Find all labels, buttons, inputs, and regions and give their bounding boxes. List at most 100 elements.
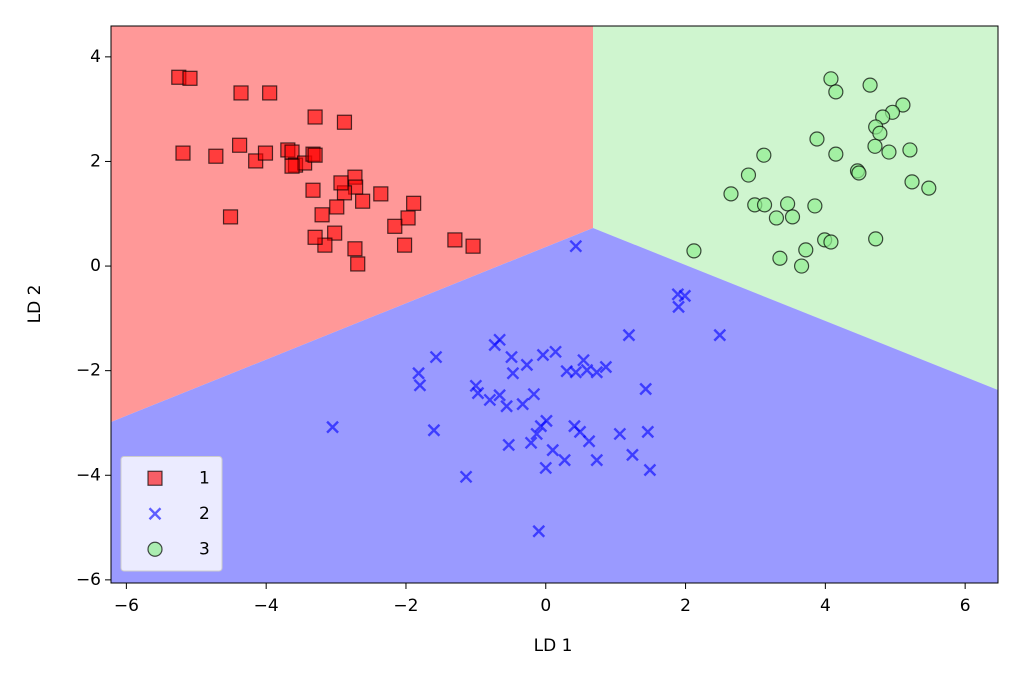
point bbox=[573, 425, 587, 439]
point bbox=[723, 186, 739, 202]
point bbox=[427, 423, 441, 437]
point bbox=[307, 109, 323, 125]
point bbox=[626, 448, 639, 462]
point bbox=[284, 144, 300, 160]
point bbox=[447, 232, 463, 248]
y-tick-label: 0 bbox=[90, 256, 101, 276]
point bbox=[872, 125, 888, 141]
y-tick-label: −4 bbox=[76, 465, 101, 485]
point bbox=[798, 242, 814, 258]
point bbox=[465, 238, 481, 254]
point bbox=[902, 142, 918, 158]
point bbox=[284, 158, 300, 174]
point bbox=[613, 427, 627, 441]
point bbox=[641, 425, 655, 439]
point bbox=[307, 147, 323, 163]
point bbox=[493, 333, 506, 347]
point bbox=[756, 147, 772, 163]
legend-box bbox=[120, 456, 223, 572]
point bbox=[582, 434, 596, 448]
point bbox=[740, 167, 757, 183]
point bbox=[536, 348, 550, 362]
point bbox=[809, 131, 825, 147]
point bbox=[413, 378, 427, 392]
y-tick-label: 2 bbox=[90, 151, 101, 171]
point bbox=[471, 386, 485, 400]
region-1 bbox=[111, 26, 593, 422]
x-axis-label: LD 1 bbox=[534, 636, 573, 656]
point bbox=[396, 237, 413, 253]
point bbox=[599, 360, 613, 374]
point bbox=[233, 85, 249, 101]
point bbox=[483, 393, 497, 407]
point bbox=[780, 196, 796, 212]
point bbox=[505, 350, 518, 364]
point bbox=[539, 461, 553, 475]
x-tick-label: 0 bbox=[540, 596, 551, 616]
legend-marker bbox=[147, 470, 163, 486]
point bbox=[569, 239, 583, 253]
point bbox=[222, 209, 239, 225]
point bbox=[756, 197, 773, 213]
point bbox=[678, 289, 692, 303]
point bbox=[558, 453, 571, 467]
point bbox=[524, 436, 538, 450]
point bbox=[469, 379, 483, 393]
point bbox=[823, 234, 839, 250]
legend-label: 3 bbox=[199, 539, 210, 559]
point bbox=[516, 397, 530, 411]
point bbox=[569, 365, 583, 379]
point bbox=[232, 137, 248, 153]
decision-regions bbox=[111, 26, 998, 583]
point bbox=[527, 387, 541, 401]
x-tick-label: −2 bbox=[393, 596, 418, 616]
y-tick-label: −6 bbox=[76, 570, 101, 590]
point bbox=[546, 443, 560, 457]
y-tick-label: −2 bbox=[76, 361, 101, 381]
point bbox=[590, 453, 604, 467]
point bbox=[314, 207, 330, 223]
x-tick-label: −6 bbox=[114, 596, 139, 616]
point bbox=[506, 366, 520, 380]
legend-marker bbox=[147, 541, 163, 557]
point bbox=[520, 358, 534, 372]
point bbox=[534, 419, 548, 433]
point bbox=[768, 210, 785, 226]
x-tick-label: 4 bbox=[820, 596, 831, 616]
point bbox=[672, 300, 685, 314]
point bbox=[429, 350, 443, 364]
x-tick-label: 6 bbox=[960, 596, 971, 616]
legend-label: 2 bbox=[199, 504, 210, 524]
region-2 bbox=[111, 228, 998, 583]
point bbox=[355, 193, 371, 209]
legend-label: 1 bbox=[199, 468, 210, 488]
point bbox=[502, 438, 516, 452]
x-tick-label: 2 bbox=[680, 596, 691, 616]
point bbox=[387, 218, 403, 234]
point bbox=[639, 382, 653, 396]
point bbox=[347, 241, 363, 257]
point bbox=[868, 231, 884, 247]
point bbox=[350, 256, 366, 272]
point bbox=[493, 388, 506, 402]
point bbox=[622, 328, 636, 342]
point bbox=[500, 399, 513, 413]
point bbox=[851, 165, 867, 181]
point bbox=[828, 146, 844, 162]
x-tick-label: −4 bbox=[254, 596, 279, 616]
point bbox=[257, 145, 274, 161]
point bbox=[793, 258, 810, 274]
point bbox=[532, 524, 546, 538]
plot-frame bbox=[110, 25, 999, 584]
point bbox=[881, 144, 897, 160]
y-tick-label: 4 bbox=[90, 47, 101, 67]
legend-marker bbox=[148, 507, 162, 521]
point bbox=[262, 85, 278, 101]
point bbox=[373, 186, 389, 202]
point bbox=[580, 363, 594, 377]
point bbox=[590, 365, 604, 379]
point bbox=[327, 225, 343, 241]
point bbox=[772, 250, 788, 266]
point bbox=[549, 345, 562, 359]
